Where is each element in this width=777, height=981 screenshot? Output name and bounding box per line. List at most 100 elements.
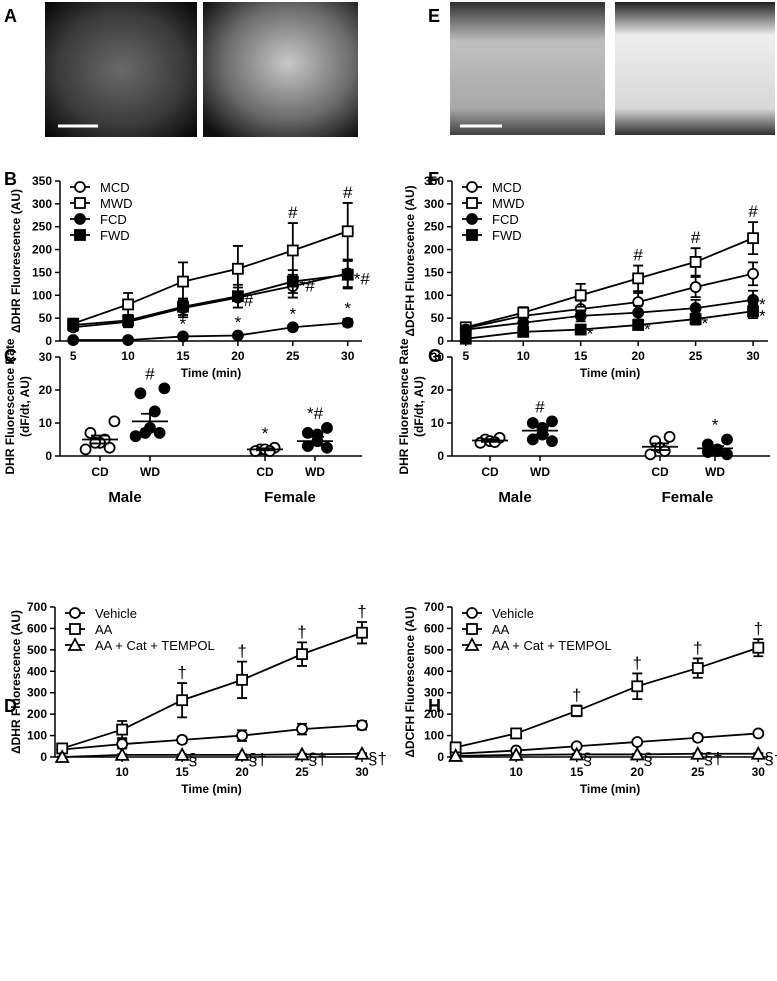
marker — [341, 225, 354, 238]
annotation: † — [693, 638, 702, 657]
annotation: # — [633, 246, 643, 265]
x-tick-label: CD — [256, 465, 274, 479]
legend-label: FWD — [492, 228, 522, 243]
legend-marker — [464, 637, 480, 651]
y-tick-label: 400 — [27, 664, 47, 678]
y-tick-label: 150 — [32, 265, 52, 279]
y-tick-label: 50 — [431, 311, 445, 325]
marker — [341, 316, 354, 329]
annotation: † — [357, 602, 366, 621]
data-point — [79, 443, 92, 456]
x-tick-label: 20 — [231, 349, 245, 363]
marker — [177, 330, 189, 343]
marker — [67, 334, 80, 346]
error-bar — [531, 425, 549, 436]
annotation: # — [244, 291, 254, 310]
panel-letter: C — [4, 346, 17, 366]
y-tick-label: 700 — [424, 600, 444, 614]
marker — [574, 323, 587, 336]
marker — [341, 268, 354, 281]
y-tick-label: 200 — [424, 243, 444, 257]
marker — [296, 723, 308, 736]
error-bar — [706, 445, 724, 452]
marker — [448, 748, 464, 762]
annotation: * — [344, 299, 351, 318]
panel-letter: A — [4, 6, 17, 26]
y-axis-label: DHR Fluorescence Rate — [397, 338, 411, 474]
x-tick-label: 5 — [462, 349, 469, 363]
series-line — [465, 272, 754, 330]
marker — [286, 275, 299, 288]
annotation: * — [180, 315, 187, 334]
x-tick-label: 30 — [746, 349, 760, 363]
y-tick-label: 700 — [27, 600, 47, 614]
y-tick-label: 250 — [32, 220, 52, 234]
marker — [296, 648, 308, 661]
y-tick-label: 100 — [32, 288, 52, 302]
series-line — [62, 752, 363, 758]
group-label: Female — [662, 489, 714, 506]
y-tick-label: 10 — [39, 416, 53, 430]
legend-label: MWD — [100, 196, 133, 211]
legend-marker — [466, 229, 478, 241]
marker — [176, 694, 189, 707]
series-line — [73, 272, 348, 329]
marker — [569, 746, 585, 761]
legend-label: MCD — [492, 180, 522, 195]
series-line — [455, 646, 759, 749]
x-tick-label: WD — [530, 465, 550, 479]
x-tick-label: 25 — [286, 349, 300, 363]
marker — [174, 746, 190, 761]
micrograph — [45, 2, 197, 137]
y-tick-label: 200 — [32, 243, 52, 257]
y-tick-label: 30 — [431, 350, 445, 364]
marker — [67, 319, 80, 331]
marker — [690, 745, 706, 760]
error-bar — [256, 447, 274, 452]
marker — [632, 272, 645, 285]
marker — [122, 334, 134, 346]
x-tick-label: 10 — [517, 349, 531, 363]
x-tick-label: 5 — [70, 349, 77, 363]
series-line — [465, 310, 754, 340]
annotation: * — [759, 295, 766, 314]
data-point — [153, 426, 166, 439]
data-point — [701, 446, 714, 458]
annotation: † — [237, 642, 246, 661]
series-line — [465, 298, 754, 331]
marker — [747, 305, 759, 318]
series-line — [455, 732, 759, 755]
marker — [286, 244, 299, 257]
series-line — [62, 724, 363, 751]
y-tick-label: 200 — [424, 707, 444, 721]
data-point — [158, 382, 171, 395]
marker — [691, 731, 704, 744]
annotation: # — [748, 202, 758, 221]
legend-marker — [69, 607, 81, 619]
annotation: * — [290, 305, 297, 324]
y-axis-label: DHR Fluorescence Rate — [3, 338, 17, 474]
data-point — [321, 441, 333, 454]
x-tick-label: 10 — [121, 349, 135, 363]
legend-label: FWD — [100, 228, 130, 243]
panel-letter: D — [4, 696, 17, 716]
y-tick-label: 600 — [27, 621, 47, 635]
y-tick-label: 350 — [424, 174, 444, 188]
error-bar — [306, 435, 324, 447]
data-point — [134, 387, 147, 400]
annotation: § — [188, 750, 197, 769]
annotation: * — [644, 320, 651, 339]
y-tick-label: 0 — [437, 449, 444, 463]
data-point — [721, 433, 733, 446]
y-tick-label: 20 — [39, 383, 53, 397]
series-line — [73, 321, 348, 341]
panel-letter: G — [428, 346, 442, 366]
annotation: # — [288, 203, 298, 222]
marker — [689, 313, 702, 325]
y-tick-label: 100 — [424, 729, 444, 743]
annotation: # — [535, 397, 545, 416]
y-tick-label: 10 — [431, 416, 445, 430]
x-tick-label: 30 — [355, 765, 369, 779]
legend-marker — [466, 197, 478, 209]
